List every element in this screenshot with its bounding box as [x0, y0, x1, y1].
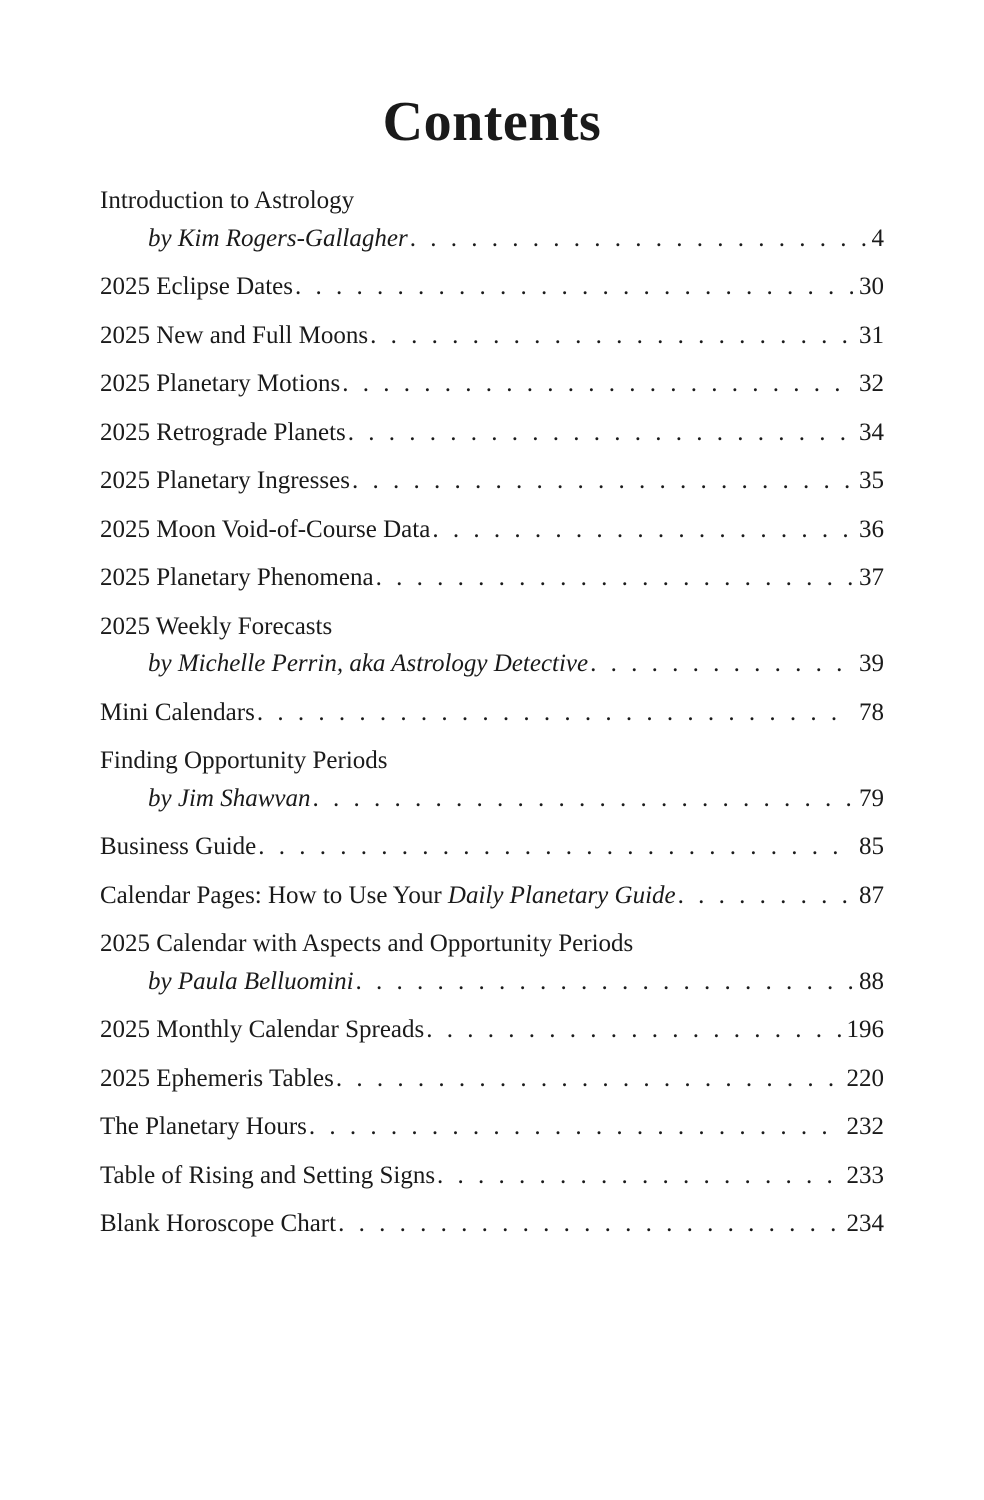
toc-entry: 2025 Moon Void-of-Course Data 36: [100, 511, 884, 549]
toc-leaders: [293, 268, 853, 306]
page-title: Contents: [100, 90, 884, 154]
toc-leaders: [307, 1108, 841, 1146]
toc-leaders: [368, 317, 853, 355]
toc-leaders: [588, 645, 853, 683]
toc-page-number: 88: [853, 963, 884, 1001]
toc-page-number: 79: [853, 780, 884, 818]
toc-leaders: [408, 220, 866, 258]
toc-entry: Calendar Pages: How to Use Your Daily Pl…: [100, 877, 884, 915]
toc-entry-title: 2025 Planetary Ingresses: [100, 462, 350, 500]
toc-leaders: [256, 828, 853, 866]
toc-page-number: 232: [841, 1108, 885, 1146]
toc-entry-byline: by Jim Shawvan: [100, 780, 310, 818]
toc-entry-title: 2025 Retrograde Planets: [100, 414, 346, 452]
toc-page-number: 31: [853, 317, 884, 355]
toc-leaders: [430, 511, 853, 549]
toc-entry-byline: by Michelle Perrin, aka Astrology Detect…: [100, 645, 588, 683]
toc-entry: 2025 Planetary Ingresses 35: [100, 462, 884, 500]
toc-leaders: [350, 462, 853, 500]
toc-entry-title: The Planetary Hours: [100, 1108, 307, 1146]
toc-entry: 2025 Planetary Motions 32: [100, 365, 884, 403]
toc-page-number: 30: [853, 268, 884, 306]
toc-page-number: 4: [866, 220, 885, 258]
toc-page-number: 35: [853, 462, 884, 500]
toc-entry-title: 2025 Ephemeris Tables: [100, 1060, 334, 1098]
toc-entry: 2025 Eclipse Dates 30: [100, 268, 884, 306]
toc-page-number: 233: [841, 1157, 885, 1195]
toc-entry: 2025 Planetary Phenomena 37: [100, 559, 884, 597]
toc-entry: Table of Rising and Setting Signs 233: [100, 1157, 884, 1195]
toc-leaders: [424, 1011, 840, 1049]
toc-entry-title: Table of Rising and Setting Signs: [100, 1157, 435, 1195]
toc-entry: 2025 New and Full Moons 31: [100, 317, 884, 355]
toc-page-number: 234: [841, 1205, 885, 1243]
toc-page-number: 39: [853, 645, 884, 683]
toc-entry: The Planetary Hours 232: [100, 1108, 884, 1146]
toc-entry-title: 2025 Eclipse Dates: [100, 268, 293, 306]
toc-entry: 2025 Ephemeris Tables 220: [100, 1060, 884, 1098]
toc-leaders: [310, 780, 853, 818]
toc-entry-title: Calendar Pages: How to Use Your Daily Pl…: [100, 877, 676, 915]
toc-leaders: [435, 1157, 840, 1195]
toc-leaders: [340, 365, 853, 403]
toc-page-number: 196: [841, 1011, 885, 1049]
toc-entry: 2025 Calendar with Aspects and Opportuni…: [100, 925, 884, 1000]
toc-entry-title: 2025 Planetary Phenomena: [100, 559, 374, 597]
toc-entry-byline: by Paula Belluomini: [100, 963, 354, 1001]
toc-entry-title: Business Guide: [100, 828, 256, 866]
toc-page-number: 34: [853, 414, 884, 452]
toc-entry-title: 2025 New and Full Moons: [100, 317, 368, 355]
toc-entry: Blank Horoscope Chart 234: [100, 1205, 884, 1243]
toc-leaders: [255, 694, 853, 732]
toc-entry: 2025 Retrograde Planets 34: [100, 414, 884, 452]
table-of-contents: Introduction to Astrologyby Kim Rogers-G…: [100, 182, 884, 1243]
toc-entry: 2025 Weekly Forecastsby Michelle Perrin,…: [100, 608, 884, 683]
toc-entry-title: 2025 Moon Void-of-Course Data: [100, 511, 430, 549]
toc-entry-title: 2025 Monthly Calendar Spreads: [100, 1011, 424, 1049]
toc-entry-title: 2025 Weekly Forecasts: [100, 608, 884, 646]
toc-page-number: 85: [853, 828, 884, 866]
toc-leaders: [676, 877, 853, 915]
toc-entry: Business Guide 85: [100, 828, 884, 866]
toc-page-number: 32: [853, 365, 884, 403]
toc-entry-title: Blank Horoscope Chart: [100, 1205, 336, 1243]
toc-leaders: [374, 559, 853, 597]
toc-entry-title: Mini Calendars: [100, 694, 255, 732]
toc-leaders: [336, 1205, 840, 1243]
toc-page-number: 78: [853, 694, 884, 732]
toc-entry: 2025 Monthly Calendar Spreads 196: [100, 1011, 884, 1049]
toc-entry-title: 2025 Calendar with Aspects and Opportuni…: [100, 925, 884, 963]
toc-leaders: [334, 1060, 841, 1098]
toc-entry-title: 2025 Planetary Motions: [100, 365, 340, 403]
toc-leaders: [354, 963, 853, 1001]
toc-entry-byline: by Kim Rogers-Gallagher: [100, 220, 408, 258]
toc-page-number: 36: [853, 511, 884, 549]
toc-page-number: 220: [841, 1060, 885, 1098]
toc-page-number: 37: [853, 559, 884, 597]
toc-entry-title: Finding Opportunity Periods: [100, 742, 884, 780]
toc-entry: Mini Calendars 78: [100, 694, 884, 732]
toc-entry: Introduction to Astrologyby Kim Rogers-G…: [100, 182, 884, 257]
toc-leaders: [346, 414, 853, 452]
toc-page-number: 87: [853, 877, 884, 915]
toc-entry: Finding Opportunity Periodsby Jim Shawva…: [100, 742, 884, 817]
toc-entry-title: Introduction to Astrology: [100, 182, 884, 220]
